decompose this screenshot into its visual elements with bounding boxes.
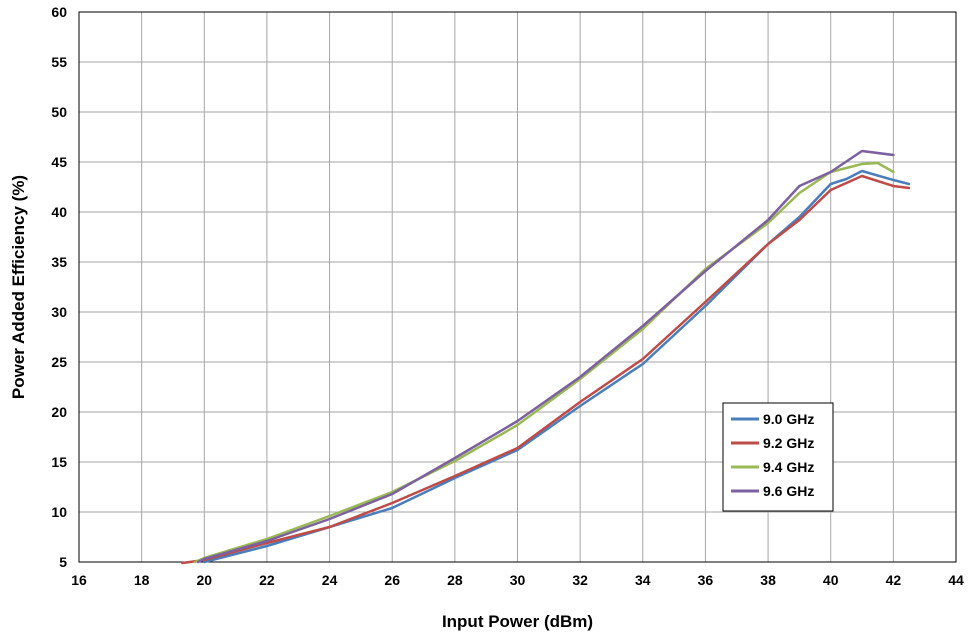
legend-label: 9.0 GHz [763, 411, 814, 427]
x-tick-label: 42 [886, 572, 902, 588]
x-tick-label: 28 [447, 572, 463, 588]
x-tick-label: 26 [384, 572, 400, 588]
x-tick-label: 30 [510, 572, 526, 588]
series-lines [181, 149, 911, 565]
legend: 9.0 GHz 9.2 GHz 9.4 GHz 9.6 GHz [722, 402, 834, 512]
y-tick-label: 5 [59, 554, 67, 570]
legend-label: 9.4 GHz [763, 459, 814, 475]
y-axis-tick-labels: 5 10 15 20 25 30 35 40 45 50 55 60 [51, 4, 67, 570]
y-tick-label: 20 [51, 404, 67, 420]
x-axis-tick-labels: 16 18 20 22 24 26 28 30 32 34 36 38 40 42 44 [71, 572, 964, 588]
x-axis-title: Input Power (dBm) [442, 612, 593, 631]
y-tick-label: 15 [51, 454, 67, 470]
x-tick-label: 20 [196, 572, 212, 588]
series-line-9-0-ghz [203, 169, 911, 564]
y-tick-label: 35 [51, 254, 67, 270]
series-line-9-4-ghz [193, 161, 895, 564]
y-tick-label: 10 [51, 504, 67, 520]
x-tick-label: 38 [760, 572, 776, 588]
series-line-9-6-ghz [196, 149, 895, 564]
y-tick-label: 30 [51, 304, 67, 320]
x-tick-label: 36 [698, 572, 714, 588]
x-tick-label: 24 [322, 572, 338, 588]
x-tick-label: 32 [572, 572, 588, 588]
x-tick-label: 34 [635, 572, 651, 588]
y-tick-label: 50 [51, 104, 67, 120]
y-tick-label: 45 [51, 154, 67, 170]
plot-area-frame [78, 11, 957, 563]
x-tick-label: 16 [71, 572, 87, 588]
y-tick-label: 40 [51, 204, 67, 220]
legend-box [722, 402, 834, 512]
legend-label: 9.2 GHz [763, 435, 814, 451]
y-tick-label: 55 [51, 54, 67, 70]
x-tick-label: 44 [948, 572, 964, 588]
gridlines [78, 11, 957, 563]
x-tick-label: 22 [259, 572, 275, 588]
x-tick-label: 18 [134, 572, 150, 588]
series-line-9-2-ghz [181, 174, 911, 565]
x-tick-label: 40 [823, 572, 839, 588]
y-tick-label: 60 [51, 4, 67, 20]
y-axis-title: Power Added Efficiency (%) [9, 175, 28, 399]
legend-label: 9.6 GHz [763, 483, 814, 499]
y-tick-label: 25 [51, 354, 67, 370]
